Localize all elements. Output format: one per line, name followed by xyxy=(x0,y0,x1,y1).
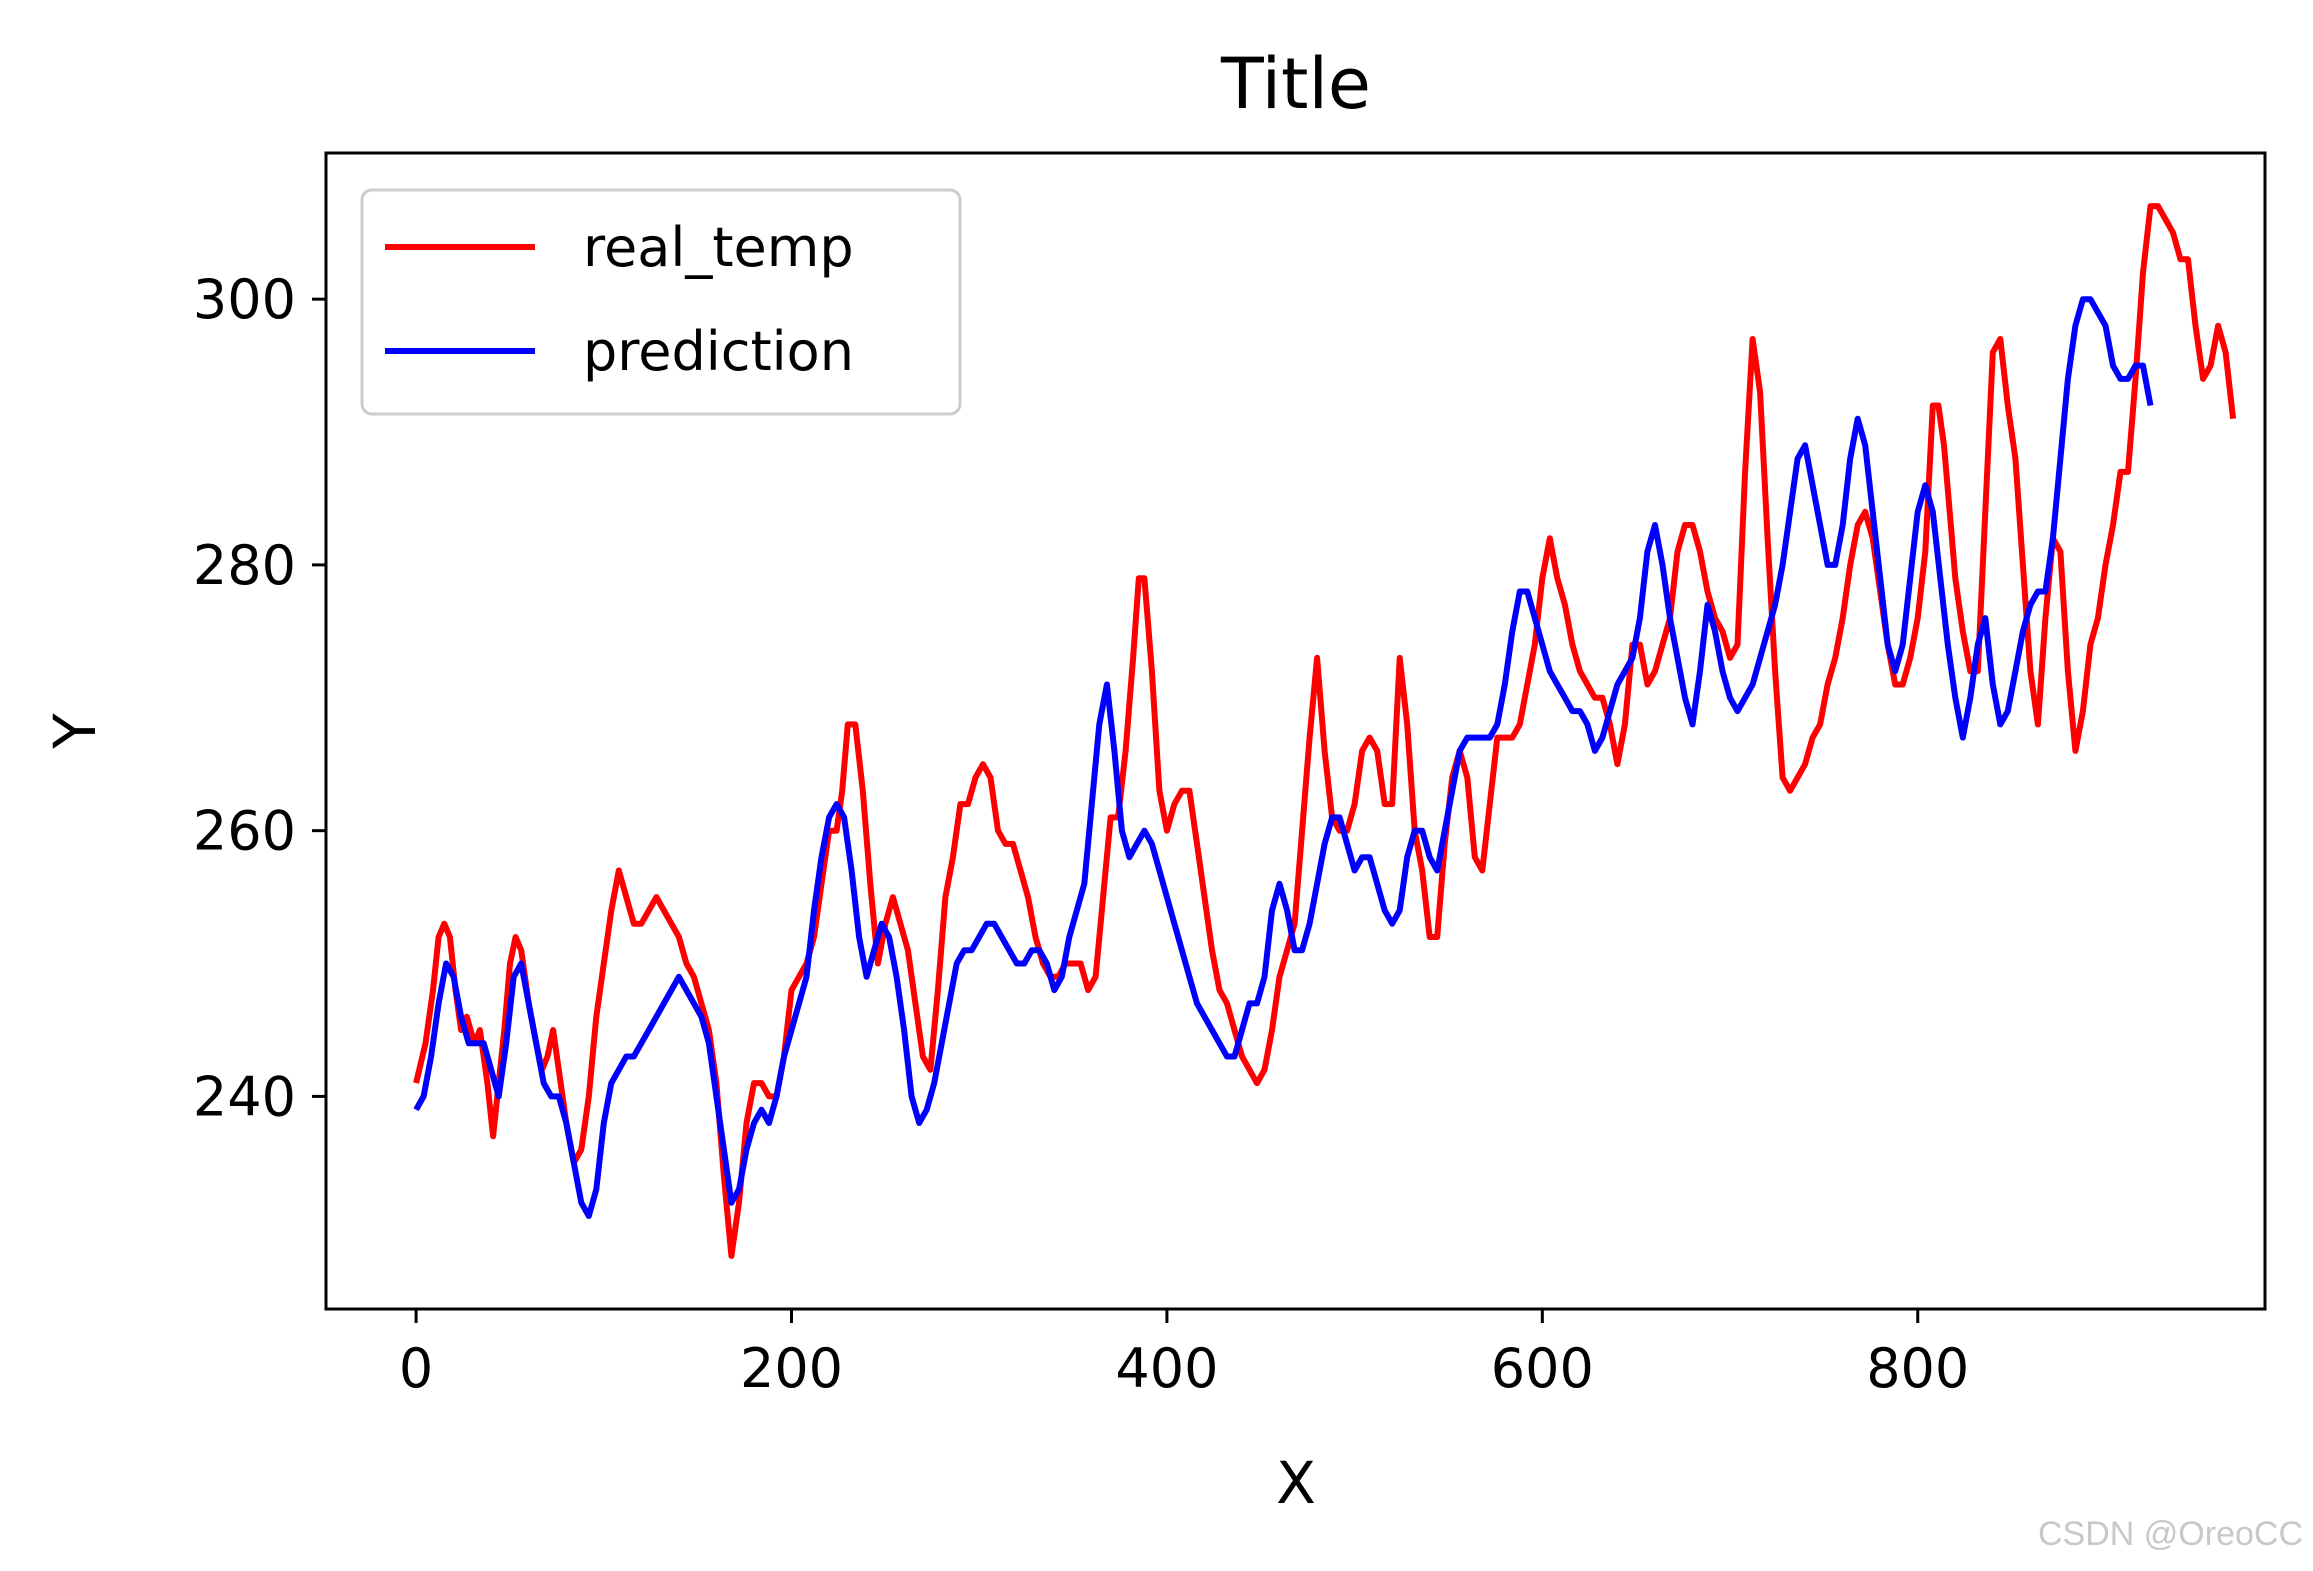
y-tick-label: 240 xyxy=(193,1065,296,1128)
legend: real_temp prediction xyxy=(360,188,962,416)
legend-label-real-temp: real_temp xyxy=(583,216,854,279)
x-axis: 0 200 400 600 800 xyxy=(399,1309,1969,1400)
y-tick-label: 300 xyxy=(193,268,296,331)
x-axis-label: X xyxy=(1276,1449,1316,1517)
x-tick-label: 0 xyxy=(399,1337,433,1400)
x-tick-label: 800 xyxy=(1866,1337,1969,1400)
series-layer xyxy=(413,203,2237,1259)
x-tick-label: 200 xyxy=(740,1337,843,1400)
x-tick-label: 400 xyxy=(1115,1337,1218,1400)
chart-title: Title xyxy=(1220,43,1371,125)
y-tick-label: 260 xyxy=(193,800,296,863)
legend-label-prediction: prediction xyxy=(583,320,854,383)
y-tick-label: 280 xyxy=(193,534,296,597)
watermark: CSDN @OreoCC xyxy=(2038,1515,2303,1553)
series-line-prediction xyxy=(413,296,2154,1219)
plot-frame xyxy=(324,151,2267,1311)
y-axis: 240 260 280 300 xyxy=(193,268,326,1128)
x-tick-label: 600 xyxy=(1491,1337,1594,1400)
series-line-real-temp xyxy=(413,203,2237,1259)
y-axis-label: Y xyxy=(41,713,109,750)
